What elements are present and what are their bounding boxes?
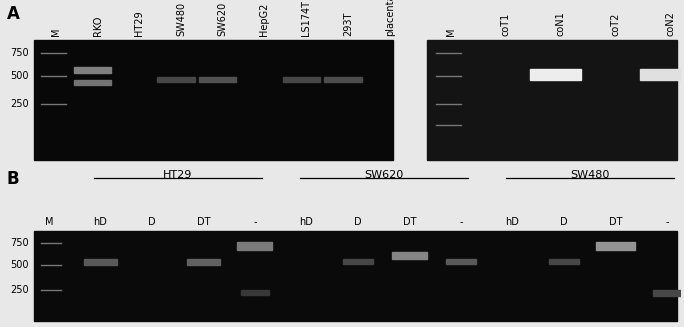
Text: D: D (560, 217, 568, 227)
Bar (74, 66, 111, 73)
Text: -: - (666, 217, 669, 227)
Text: M: M (44, 217, 53, 227)
Bar (596, 242, 635, 250)
Bar (530, 69, 581, 80)
Bar (282, 77, 320, 82)
Bar (653, 290, 681, 296)
Text: HT29: HT29 (134, 10, 144, 36)
Text: hD: hD (94, 217, 107, 227)
Text: -: - (253, 217, 256, 227)
Text: coT2: coT2 (610, 12, 620, 36)
Text: hD: hD (300, 217, 313, 227)
Text: hD: hD (505, 217, 519, 227)
Text: B: B (7, 170, 19, 188)
Text: M: M (51, 27, 61, 36)
Bar (640, 69, 684, 80)
Bar (187, 259, 220, 265)
Text: 750: 750 (10, 48, 29, 59)
Bar (427, 41, 677, 160)
Text: SW620: SW620 (364, 170, 404, 180)
Text: coN2: coN2 (665, 11, 675, 36)
Bar (157, 77, 195, 82)
Text: -: - (459, 217, 462, 227)
Bar (446, 259, 476, 264)
Text: D: D (354, 217, 362, 227)
Bar (199, 77, 237, 82)
Bar (237, 242, 272, 250)
Bar (84, 259, 116, 265)
Text: M: M (445, 27, 456, 36)
Text: 500: 500 (10, 260, 29, 270)
Text: DT: DT (609, 217, 622, 227)
Bar (324, 77, 362, 82)
Text: 500: 500 (10, 71, 29, 81)
Text: HepG2: HepG2 (259, 2, 269, 36)
Text: coT1: coT1 (501, 12, 510, 36)
Bar (392, 252, 427, 259)
Text: 250: 250 (10, 99, 29, 109)
Text: DT: DT (403, 217, 416, 227)
Text: RKO: RKO (92, 15, 103, 36)
Text: DT: DT (196, 217, 210, 227)
Text: coN1: coN1 (555, 11, 565, 36)
Bar (74, 80, 111, 85)
Text: 293T: 293T (343, 11, 353, 36)
Text: A: A (7, 5, 20, 23)
Text: D: D (148, 217, 156, 227)
Text: 750: 750 (10, 238, 29, 248)
Bar (343, 259, 373, 264)
Text: 250: 250 (10, 284, 29, 295)
Bar (34, 41, 393, 160)
Bar (549, 259, 579, 264)
Bar (241, 290, 269, 295)
Text: SW480: SW480 (176, 2, 186, 36)
Text: SW480: SW480 (570, 170, 609, 180)
Text: LS174T: LS174T (301, 0, 311, 36)
Bar (34, 231, 677, 320)
Text: placenta: placenta (384, 0, 395, 36)
Text: HT29: HT29 (163, 170, 192, 180)
Text: SW620: SW620 (218, 1, 228, 36)
